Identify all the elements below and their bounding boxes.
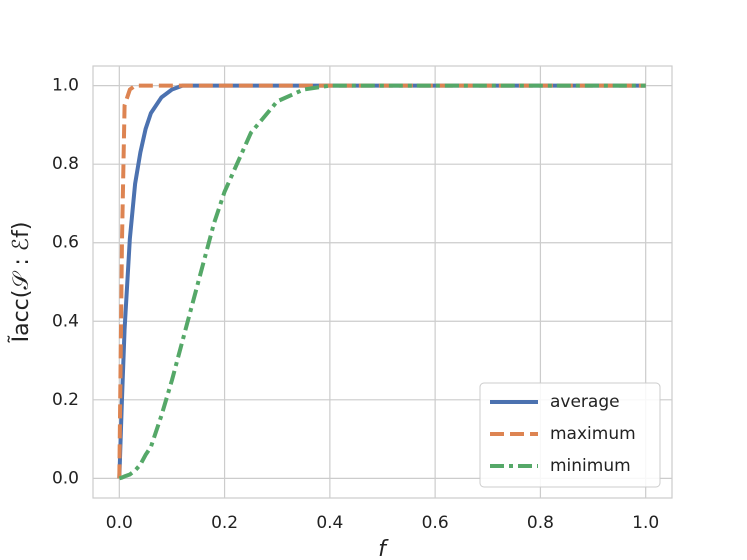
- y-tick-label: 0.2: [52, 390, 79, 410]
- y-tick-label: 0.8: [52, 154, 79, 174]
- y-tick-label: 0.6: [52, 233, 79, 253]
- y-axis-label: Ĩacc(𝒮 : ℰf): [7, 222, 34, 344]
- x-tick-label: 1.0: [632, 513, 659, 533]
- line-minimum: [118, 83, 646, 481]
- legend: average maximum minimum: [479, 382, 661, 488]
- y-tick-label: 0.0: [52, 468, 79, 488]
- x-axis-label: f: [378, 537, 389, 560]
- legend-label: maximum: [550, 424, 636, 444]
- y-tick-label: 0.4: [52, 311, 79, 331]
- x-tick-label: 0.6: [422, 513, 449, 533]
- x-tick-label: 0.0: [106, 513, 133, 533]
- legend-label: average: [550, 392, 620, 412]
- legend-box: [479, 382, 661, 488]
- legend-label: minimum: [550, 456, 631, 476]
- x-tick-label: 0.2: [211, 513, 238, 533]
- x-tick-label: 0.4: [316, 513, 343, 533]
- y-tick-label: 1.0: [52, 76, 79, 96]
- line-maximum: [117, 83, 646, 479]
- x-tick-label: 0.8: [527, 513, 554, 533]
